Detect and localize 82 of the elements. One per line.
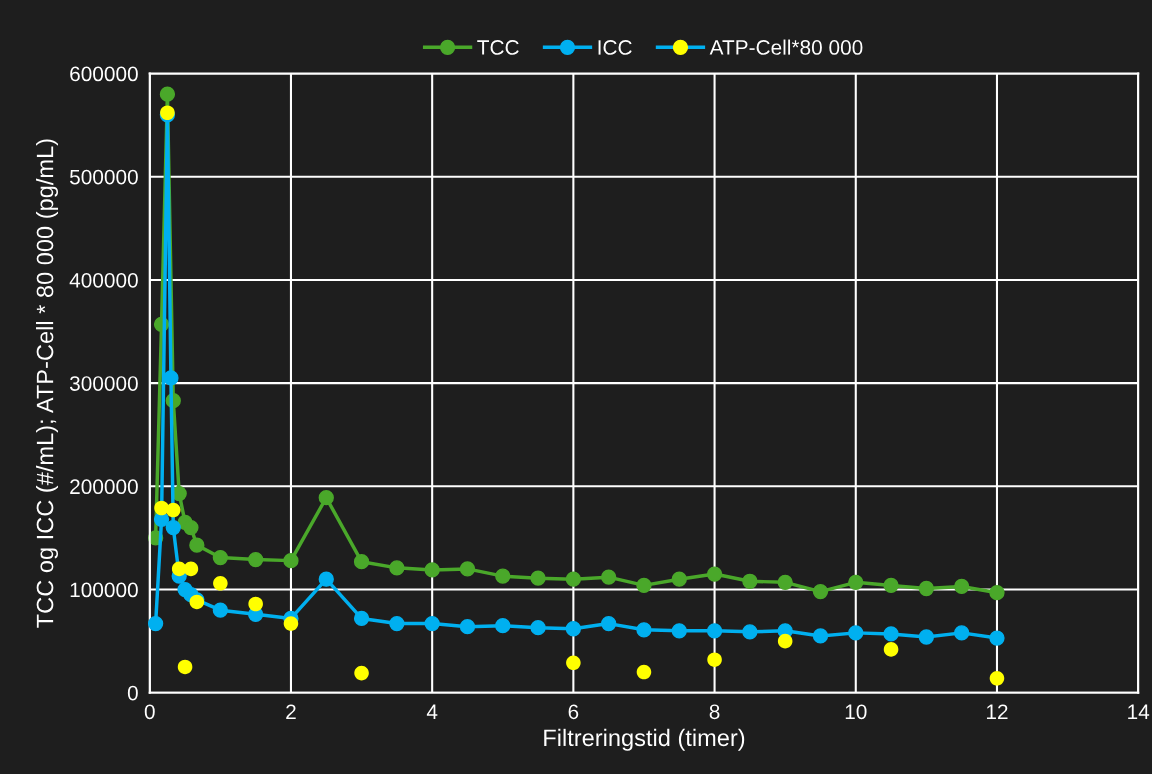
point	[318, 490, 334, 506]
x-tick-label: 14	[1128, 704, 1150, 719]
point	[954, 578, 970, 595]
point	[706, 566, 723, 582]
point	[354, 665, 369, 681]
point	[989, 584, 1005, 601]
point	[389, 615, 405, 632]
point	[671, 623, 687, 639]
point	[601, 615, 617, 632]
y-tick-label: 500000	[69, 169, 138, 185]
point	[848, 625, 864, 641]
point	[248, 596, 263, 612]
legend-label: ATP-Cell*80 000	[709, 39, 863, 55]
point	[918, 629, 935, 645]
point	[636, 622, 652, 638]
point	[918, 580, 935, 597]
point	[707, 652, 722, 667]
point	[636, 577, 652, 594]
point	[248, 551, 264, 568]
x-tick-label: 2	[286, 704, 296, 719]
point	[883, 626, 899, 642]
point	[566, 655, 581, 671]
point	[742, 624, 758, 640]
y-tick-label: 600000	[70, 66, 138, 82]
y-tick-label: 200000	[70, 479, 138, 495]
point	[530, 620, 546, 636]
point	[989, 671, 1005, 686]
point	[812, 583, 829, 600]
x-tick-label: 4	[426, 704, 438, 719]
point	[353, 554, 370, 570]
point	[565, 571, 582, 587]
point	[777, 574, 793, 590]
point	[706, 623, 723, 639]
legend-label: ICC	[598, 40, 632, 55]
y-axis-title: TCC og ICC (#/mL); ATP-Cell * 80 000 (pg/mL)	[36, 139, 59, 628]
legend-label: TCC	[477, 40, 519, 55]
point	[495, 618, 511, 634]
point	[883, 577, 899, 594]
point	[212, 602, 229, 618]
point	[883, 642, 899, 657]
y-tick-label: 300000	[69, 376, 138, 391]
y-tick-label: 400000	[69, 272, 138, 288]
point	[183, 561, 199, 577]
point	[165, 502, 181, 518]
x-tick-label: 6	[568, 704, 579, 720]
point	[459, 561, 476, 577]
point	[212, 549, 229, 566]
x-tick-label: 8	[709, 704, 720, 720]
point	[601, 569, 617, 585]
point	[424, 562, 440, 578]
point	[353, 610, 370, 627]
point	[177, 659, 193, 675]
point	[165, 519, 181, 536]
point	[812, 628, 829, 644]
point	[159, 86, 176, 102]
point	[183, 519, 199, 536]
x-tick-label: 0	[144, 704, 155, 720]
point	[283, 616, 299, 631]
x-tick-label: 10	[845, 704, 867, 720]
point	[459, 619, 476, 635]
point	[954, 625, 970, 641]
point	[189, 537, 205, 553]
point	[213, 576, 228, 591]
point	[424, 615, 440, 632]
x-tick-label: 12	[986, 704, 1008, 719]
point	[283, 552, 299, 569]
point	[848, 574, 864, 590]
y-tick-label: 100000	[70, 582, 138, 598]
point	[163, 370, 179, 386]
point	[742, 573, 758, 589]
point	[530, 570, 546, 586]
point	[389, 560, 405, 576]
point	[147, 615, 164, 632]
y-tick-label: 0	[127, 685, 138, 701]
point	[777, 633, 793, 649]
point	[565, 621, 582, 637]
point	[636, 664, 652, 680]
point	[495, 568, 511, 584]
point	[671, 571, 687, 587]
x-axis-title: Filtreringstid (timer)	[544, 728, 745, 751]
point	[989, 630, 1005, 646]
point	[318, 571, 334, 587]
